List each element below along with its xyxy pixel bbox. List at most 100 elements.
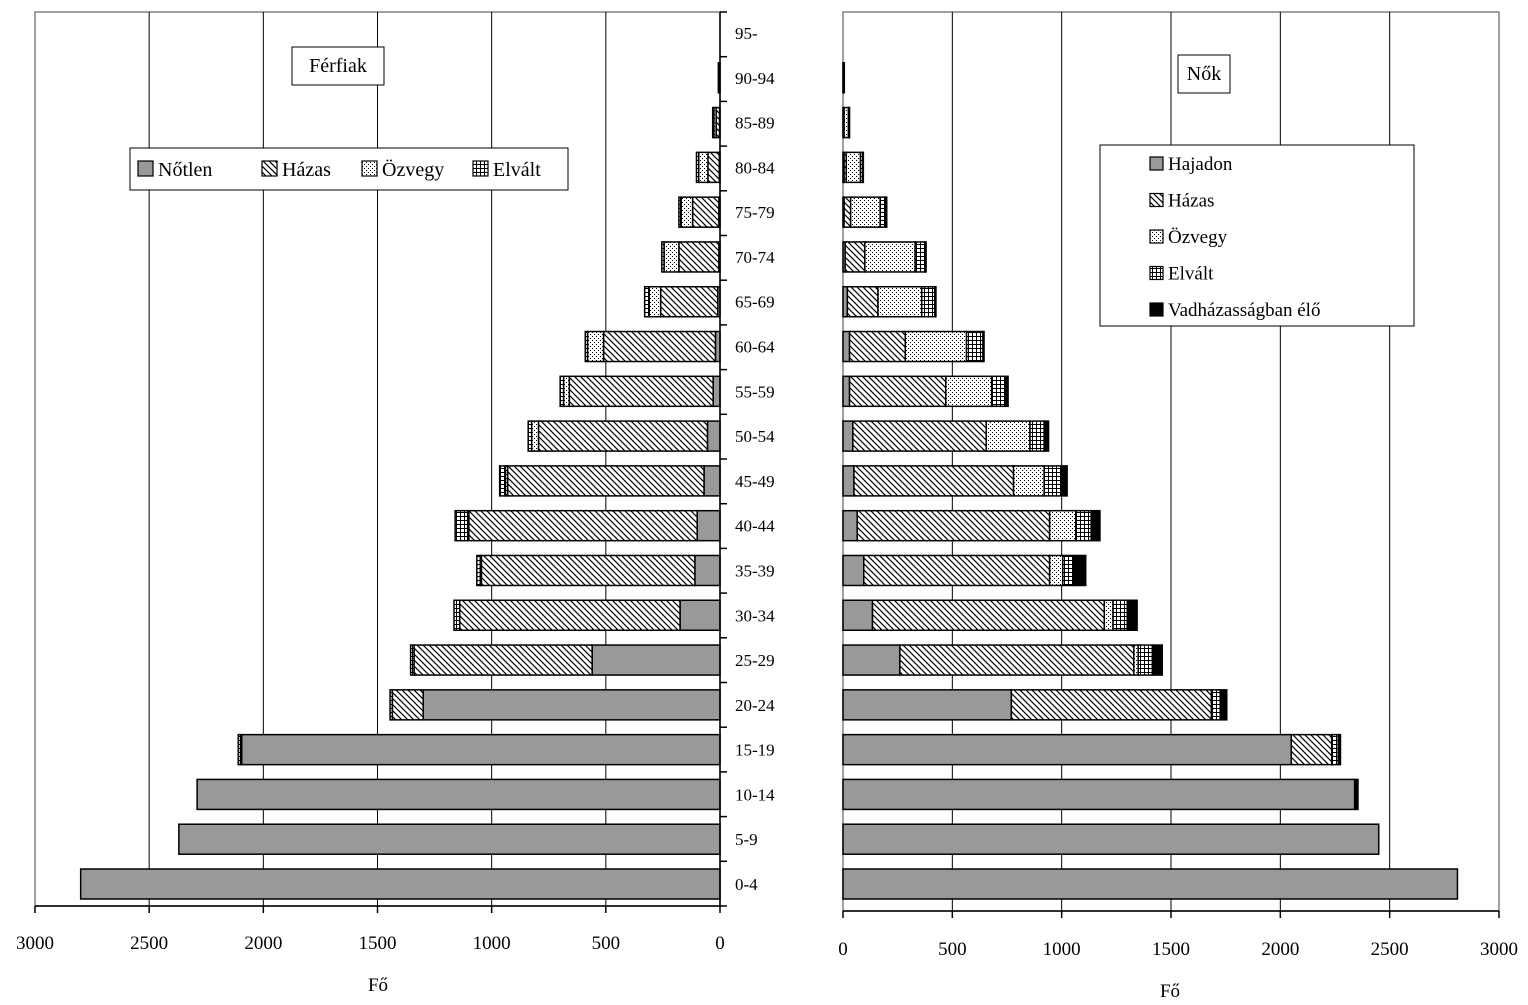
men-bar-segment	[663, 241, 680, 273]
men-bar-segment	[480, 554, 696, 587]
men-bar-segment	[240, 733, 721, 766]
women-bar-segment	[985, 420, 1031, 452]
women-legend-swatch	[1149, 265, 1164, 281]
women-bar-segment	[1043, 465, 1063, 497]
women-bar-segment	[842, 778, 1356, 811]
age-group-label: 95-	[735, 24, 758, 43]
women-bar-segment	[904, 330, 968, 363]
men-bar-segment	[453, 599, 461, 632]
women-bar-segment	[849, 196, 881, 228]
age-group-label: 75-79	[735, 203, 775, 222]
women-bar-segment	[899, 644, 1135, 676]
men-bar-segment	[707, 151, 721, 184]
men-bar-segment	[691, 196, 720, 228]
men-bar-segment	[586, 330, 605, 363]
women-legend-label: Vadházasságban élő	[1168, 300, 1320, 321]
women-bar-segment	[842, 509, 858, 542]
women-legend-swatch	[1149, 156, 1164, 171]
men-bar-segment	[196, 778, 721, 811]
men-legend-swatch	[472, 160, 489, 177]
age-group-label: 80-84	[735, 158, 775, 177]
age-group-label: 50-54	[735, 427, 775, 446]
age-group-label: 20-24	[735, 696, 775, 715]
men-bar-segment	[602, 330, 717, 363]
men-bar-segment	[696, 509, 721, 542]
women-legend-label: Elvált	[1168, 264, 1214, 285]
women-bar-segment	[1137, 644, 1154, 676]
men-bar-segment	[694, 554, 721, 587]
men-legend-label: Özvegy	[382, 158, 444, 181]
women-bar-segment	[842, 554, 865, 587]
women-bar-segment	[856, 509, 1051, 542]
men-bar-segment	[468, 509, 698, 542]
women-bar-segment	[1043, 420, 1050, 452]
men-bar-segment	[695, 151, 700, 184]
age-group-label: 15-19	[735, 741, 775, 760]
women-bar-segment	[1103, 599, 1114, 632]
age-group-label: 40-44	[735, 517, 775, 536]
men-x-tick-label: 2000	[244, 933, 282, 954]
women-bar-segment	[844, 241, 866, 273]
women-bar-segment	[1048, 554, 1064, 587]
age-group-label: 35-39	[735, 561, 775, 580]
men-bar-segment	[458, 599, 681, 632]
men-bar-segment	[409, 644, 415, 676]
age-group-label: 5-9	[735, 830, 758, 849]
women-bar-segment	[1075, 509, 1092, 542]
men-title-box	[291, 46, 385, 86]
men-x-tick-label: 500	[592, 933, 621, 954]
men-bar-segment	[711, 106, 715, 139]
women-x-tick-label: 2000	[1261, 939, 1299, 960]
women-bar-segment	[879, 196, 887, 228]
men-x-tick-label: 3000	[16, 933, 54, 954]
women-bar-segment	[845, 151, 862, 184]
men-bar-segment	[661, 241, 665, 273]
women-legend: Hajadon Házas Özvegy Elvált Vadházasságban é…	[1099, 144, 1415, 327]
age-group-label: 0-4	[735, 875, 758, 894]
women-legend-swatch	[1149, 229, 1164, 244]
age-group-label: 85-89	[735, 114, 775, 133]
women-bar-segment	[846, 285, 879, 318]
men-bar-segment	[568, 375, 714, 408]
men-bar-segment	[527, 420, 533, 452]
age-group-label: 10-14	[735, 785, 775, 804]
men-bar-segment	[389, 689, 394, 721]
women-x-axis-title: Fő	[1160, 981, 1180, 1002]
age-group-label: 25-29	[735, 651, 775, 670]
women-bar-segment	[843, 196, 852, 228]
men-x-tick-label: 1500	[359, 933, 397, 954]
age-group-label: 90-94	[735, 69, 775, 88]
men-bar-segment	[562, 375, 571, 408]
women-bar-segment	[864, 241, 916, 273]
women-bars	[842, 62, 1459, 900]
men-legend: Nőtlen Házas Özvegy Elvált	[129, 147, 569, 191]
men-title: Férfiak	[309, 55, 367, 77]
women-bar-segment	[842, 465, 855, 497]
women-bar-segment	[842, 330, 851, 363]
men-legend-label: Elvált	[493, 159, 541, 181]
women-bar-segment	[920, 285, 936, 318]
men-bar-segment	[680, 196, 694, 228]
women-bar-segment	[990, 375, 1006, 408]
women-bar-segment	[877, 285, 923, 318]
women-bar-segment	[1210, 689, 1221, 721]
men-bar-segment	[237, 733, 242, 766]
women-bar-segment	[871, 599, 1106, 632]
women-legend-label: Hajadon	[1168, 154, 1233, 175]
women-x-tick-label: 500	[938, 939, 967, 960]
women-legend-label: Özvegy	[1168, 227, 1228, 248]
women-bar-segment	[914, 241, 926, 273]
age-group-label: 45-49	[735, 472, 775, 491]
women-bar-segment	[1004, 375, 1009, 408]
women-bar-segment	[1151, 644, 1164, 676]
women-bar-segment	[1012, 465, 1045, 497]
women-title-box	[1177, 54, 1231, 94]
men-legend-swatch	[261, 160, 278, 177]
men-bar-segment	[530, 420, 540, 452]
men-bar-segment	[678, 196, 682, 228]
age-axis-labels: 0-4 5-9 10-14 15-19 20-24 25-29 30-34 35-39 40-4…	[735, 24, 775, 894]
women-bar-segment	[863, 554, 1051, 587]
age-axis: 0-4 5-9 10-14 15-19 20-24 25-29 30-34 35-39 40-4…	[719, 11, 775, 907]
women-bar-segment	[1062, 554, 1075, 587]
women-bar-segment	[848, 375, 947, 408]
